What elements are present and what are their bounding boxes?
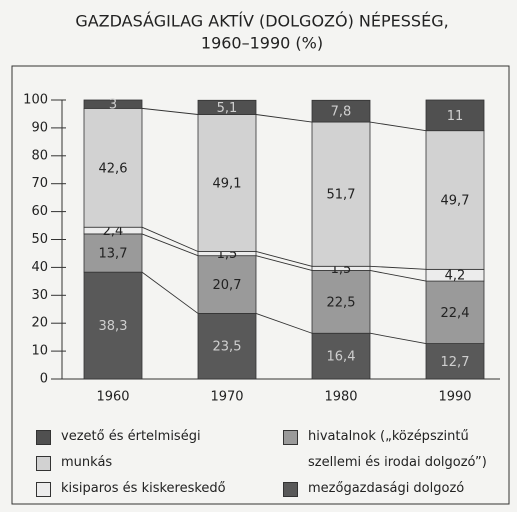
x-tick-label: 1960 [96,390,129,405]
legend-item: mezőgazdasági dolgozó [283,476,508,502]
bar-segment [197,313,257,380]
bar-segment [83,271,143,380]
y-tick-label: 100 [23,93,48,108]
value-label: 5,1 [217,101,238,116]
legend-label: kisiparos és kiskereskedő [61,481,226,496]
x-tick-label: 1990 [438,390,471,405]
y-tick-label: 80 [31,148,48,163]
connector [369,332,427,345]
connector [255,255,313,271]
legend-item: vezető és értelmiségi [36,424,261,450]
legend-swatch [36,456,51,471]
y-tick-label: 10 [31,344,48,359]
legend-swatch [36,430,51,445]
connector [255,114,313,123]
bar-segment [311,99,371,123]
value-label: 20,7 [213,278,242,293]
bar-segment [83,233,143,273]
chart-title: GAZDASÁGILAG AKTÍV (DOLGOZÓ) NÉPESSÉG, [75,12,448,31]
legend-item: munkás [36,450,261,476]
bar-segment [311,270,371,334]
value-label: 7,8 [331,105,352,120]
bar-segment [311,121,371,267]
connector [255,251,313,267]
frame [11,65,510,505]
bar-segment [311,332,371,380]
value-label: 22,5 [327,295,356,310]
bar-segment [425,343,485,380]
x-tick-label: 1980 [324,390,357,405]
value-label: 51,7 [327,188,356,203]
connector [141,226,199,252]
legend-label: munkás [61,455,113,470]
value-label: 2,4 [103,224,124,239]
bar-segment [425,130,485,270]
bar-segment [83,107,143,228]
legend-swatch [283,482,298,497]
bar-segment [83,99,143,109]
y-tick-label: 90 [31,120,48,135]
value-label: 42,6 [99,161,128,176]
value-label: 11 [447,109,464,124]
y-tick-label: 40 [31,260,48,275]
legend-swatch [36,482,51,497]
x-tick-label: 1970 [210,390,243,405]
connector [141,271,199,314]
value-label: 16,4 [327,350,356,365]
legend-item: hivatalnok („középszintű szellemi és iro… [283,424,508,476]
value-label: 22,4 [441,306,470,321]
value-label: 13,7 [99,247,128,262]
legend-item: kisiparos és kiskereskedő [36,476,261,502]
bar-segment [425,99,485,132]
connector [255,313,313,334]
legend-label: vezető és értelmiségi [61,429,201,444]
chart-title: 1960–1990 (%) [201,34,323,53]
value-label: 38,3 [99,319,128,334]
value-label: 49,7 [441,194,470,209]
value-label: 23,5 [213,340,242,355]
bar-segment [197,114,257,252]
value-label: 12,7 [441,355,470,370]
y-tick-label: 30 [31,288,48,303]
connector [141,233,199,257]
y-tick-label: 20 [31,316,48,331]
connector [141,107,199,115]
connector [369,121,427,132]
connector [369,270,427,282]
legend-label: hivatalnok („középszintű szellemi és iro… [308,429,487,470]
legend-label: mezőgazdasági dolgozó [308,481,465,496]
y-tick-label: 60 [31,204,48,219]
y-tick-label: 70 [31,176,48,191]
y-tick-label: 50 [31,232,48,247]
value-label: 49,1 [213,177,242,192]
legend-swatch [283,430,298,445]
bar-segment [425,280,485,344]
value-label: 4,2 [445,269,466,284]
bar-segment [197,99,257,115]
connector [369,265,427,270]
value-label: 3 [109,98,117,113]
y-tick-label: 0 [40,372,48,387]
